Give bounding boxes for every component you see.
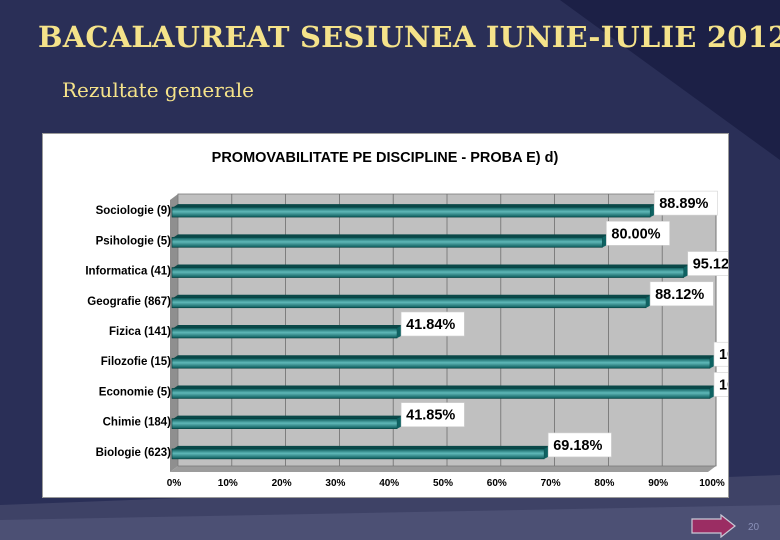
value-label: 88.89% [659, 196, 708, 212]
value-label: 41.84% [406, 317, 455, 333]
x-tick-label: 0% [167, 478, 182, 489]
x-tick-label: 70% [541, 478, 561, 489]
x-tick-label: 10% [218, 478, 238, 489]
value-label: 80.00% [611, 226, 660, 242]
bar [171, 388, 711, 399]
category-label: Sociologie (9) [96, 205, 172, 217]
category-label: Biologie (623) [96, 447, 172, 459]
value-label-box [653, 190, 718, 216]
x-tick-label: 60% [487, 478, 507, 489]
next-slide-button[interactable] [691, 514, 736, 538]
page-number: 20 [748, 522, 760, 533]
value-label: 100.00% [719, 377, 728, 393]
slide-subtitle: Rezultate generale [62, 78, 254, 102]
x-tick-label: 50% [433, 478, 453, 489]
bar [171, 206, 651, 218]
category-label: Geografie (867) [87, 296, 171, 308]
x-tick-label: 30% [325, 478, 345, 489]
category-label: Fizica (141) [109, 326, 171, 338]
x-tick-label: 100% [699, 478, 725, 489]
category-label: Chimie (184) [103, 417, 172, 429]
bar [171, 327, 398, 339]
slide-title: BACALAUREAT SESIUNEA IUNIE-IULIE 2012 [38, 20, 780, 54]
value-label-box [713, 372, 728, 397]
x-tick-label: 40% [379, 478, 399, 489]
bar [171, 357, 711, 369]
bar [171, 297, 647, 309]
bar [171, 418, 398, 429]
bar [171, 267, 685, 278]
value-label-box [713, 341, 728, 367]
value-label: 88.12% [655, 287, 704, 303]
value-label: 41.85% [406, 408, 455, 424]
value-label-box [687, 251, 728, 276]
category-label: Psihologie (5) [96, 235, 172, 247]
value-label-box [400, 402, 465, 427]
category-label: Economie (5) [99, 386, 171, 398]
bar [171, 448, 545, 460]
x-tick-label: 20% [272, 478, 292, 489]
chart-frame: PROMOVABILITATE PE DISCIPLINE - PROBA E)… [42, 133, 729, 498]
category-label: Informatica (41) [85, 266, 171, 278]
x-tick-label: 90% [648, 478, 668, 489]
category-label: Filozofie (15) [101, 356, 171, 368]
arrow-right-icon [691, 514, 736, 538]
value-label-box [547, 432, 612, 458]
bar-chart: PROMOVABILITATE PE DISCIPLINE - PROBA E)… [85, 150, 728, 489]
plot-floor [170, 466, 716, 472]
x-tick-label: 80% [594, 478, 614, 489]
value-label: 100.00% [719, 347, 728, 363]
chart-title: PROMOVABILITATE PE DISCIPLINE - PROBA E)… [212, 150, 559, 166]
value-label: 95.12% [693, 257, 728, 273]
value-label-box [649, 281, 714, 307]
bar [171, 237, 603, 248]
value-label-box [400, 311, 465, 337]
value-label: 69.18% [553, 438, 602, 454]
value-label-box [606, 221, 670, 246]
